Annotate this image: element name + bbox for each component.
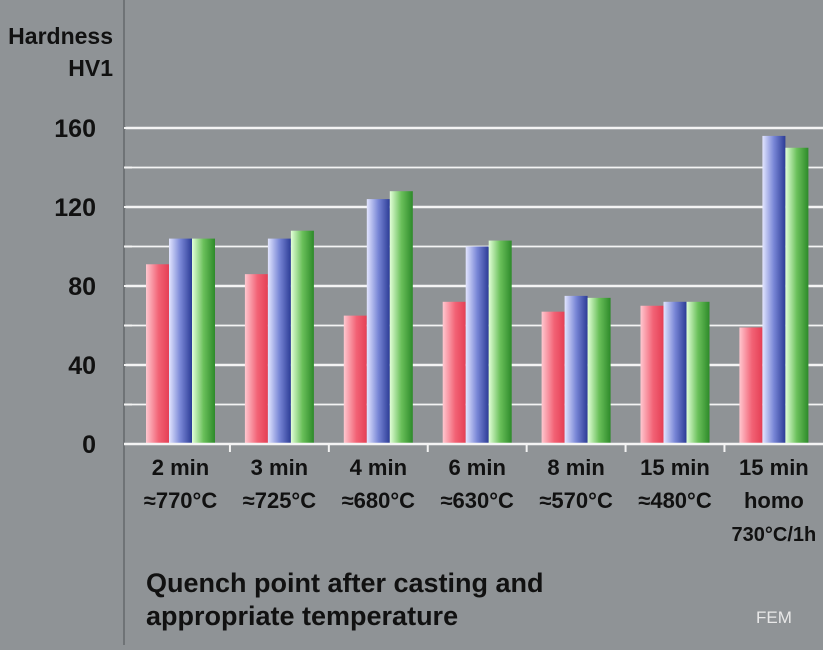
y-axis-title-line: HV1 [68, 55, 113, 81]
bar-series-2 [267, 238, 291, 444]
bar-series-2 [663, 301, 687, 444]
bar-series-2 [762, 135, 786, 444]
bar-series-3 [686, 301, 710, 444]
bar-series-1 [146, 264, 169, 444]
y-tick-label: 160 [54, 115, 96, 143]
bar-series-1 [442, 301, 466, 444]
bar-series-3 [488, 240, 512, 444]
bar-series-1 [343, 315, 367, 444]
source-label: FEM [756, 608, 792, 627]
x-tick-label: 6 min [448, 455, 505, 480]
x-axis-title-line-1: Quench point after casting and [146, 568, 544, 598]
x-tick-label: 15 min [640, 455, 710, 480]
x-tick-label: ≈480°C [638, 488, 712, 513]
x-tick-label: 8 min [547, 455, 604, 480]
bar-series-3 [587, 297, 611, 444]
y-tick-label: 0 [82, 431, 96, 459]
x-tick-label: 4 min [350, 455, 407, 480]
y-tick-label: 120 [54, 194, 96, 222]
bar-series-3 [290, 230, 314, 444]
y-axis-title-line: Hardness [8, 23, 113, 49]
x-tick-label: ≈725°C [243, 488, 317, 513]
x-tick-label: 15 min [739, 455, 809, 480]
x-tick-label: 730°C/1h [732, 524, 817, 546]
bar-series-1 [244, 274, 268, 444]
x-tick-label: 2 min [152, 455, 209, 480]
x-tick-label: 3 min [251, 455, 308, 480]
y-tick-label: 80 [68, 273, 96, 301]
bar-series-3 [785, 147, 809, 444]
x-tick-label: homo [744, 488, 804, 513]
y-tick-label: 40 [68, 352, 96, 380]
x-tick-label: ≈680°C [342, 488, 416, 513]
bar-series-1 [640, 305, 664, 444]
x-tick-label: ≈630°C [440, 488, 514, 513]
bar-series-2 [465, 246, 489, 444]
x-tick-label: ≈770°C [144, 488, 218, 513]
bar-series-2 [169, 238, 192, 444]
x-tick-label: ≈570°C [539, 488, 613, 513]
bar-series-1 [739, 327, 763, 444]
bar-series-2 [366, 199, 390, 444]
bar-series-3 [389, 191, 413, 444]
x-axis-title-line-2: appropriate temperature [146, 601, 459, 631]
bar-series-2 [564, 295, 588, 444]
bar-series-3 [192, 238, 215, 444]
bar-series-1 [541, 311, 565, 444]
